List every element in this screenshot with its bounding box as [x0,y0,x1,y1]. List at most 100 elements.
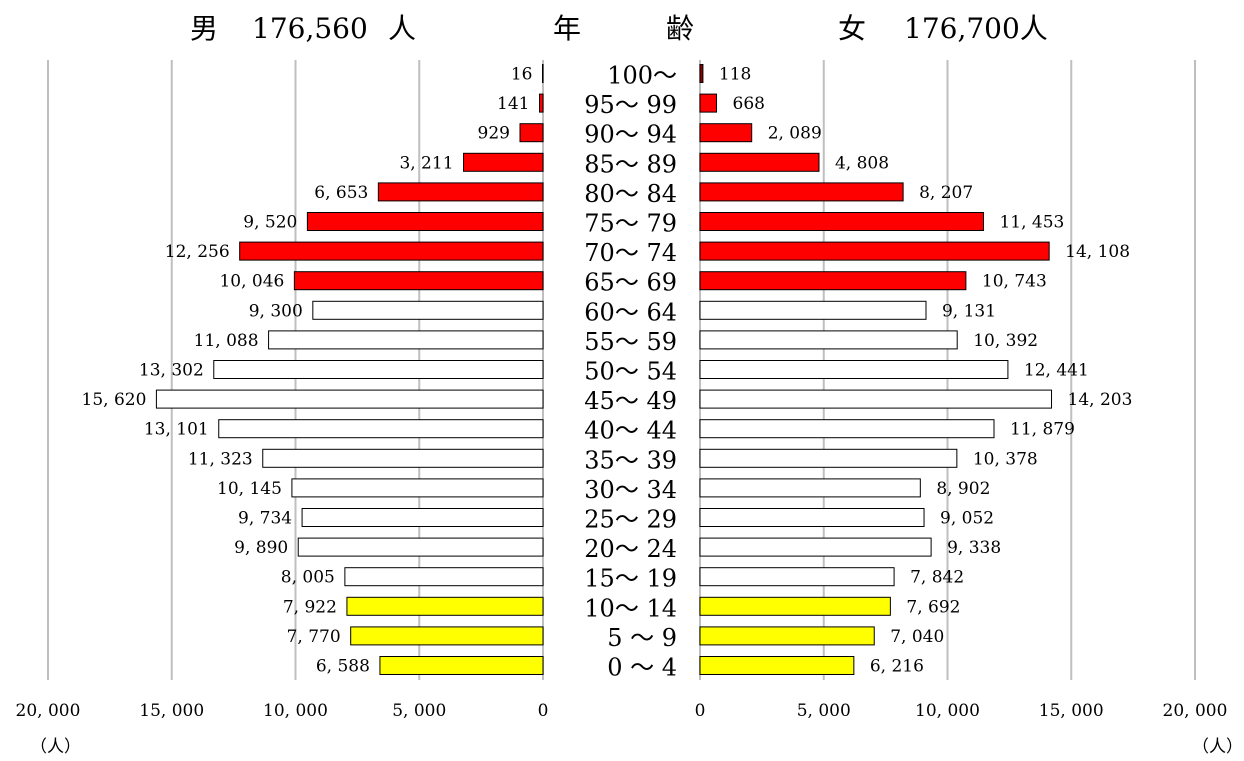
label-female-14: 8, 902 [936,479,990,499]
label-female-20: 6, 216 [870,657,924,677]
bar-male-6 [240,242,543,260]
label-female-1: 668 [733,94,765,114]
age-label-17: 15～ 19 [584,565,677,593]
tick-male-2: 10, 000 [263,701,328,721]
age-label-19: 5 ～ 9 [607,624,677,652]
title-center-label-2: 齢 [666,12,694,45]
bar-male-18 [347,597,543,615]
tick-male-3: 15, 000 [139,701,204,721]
tick-female-3: 15, 000 [1039,701,1104,721]
bar-male-11 [156,390,543,408]
bar-male-16 [298,538,543,556]
label-female-7: 10, 743 [982,272,1047,292]
bar-male-7 [294,272,543,290]
title-center-label-1: 年 [553,12,581,45]
bar-female-2 [700,124,752,142]
title-male-unit: 人 [388,12,416,45]
label-male-15: 9, 734 [238,509,292,529]
tick-male-4: 20, 000 [16,701,81,721]
bar-male-14 [292,479,543,497]
age-label-5: 75～ 79 [584,210,677,238]
label-male-4: 6, 653 [314,183,368,203]
label-male-3: 3, 211 [399,153,453,173]
age-label-9: 55～ 59 [584,328,677,356]
age-label-4: 80～ 84 [584,180,677,208]
bar-male-0 [543,65,544,83]
x-axis-ticks: 0 0 5, 000 5, 000 10, 000 10, 000 15, 000 15, 0… [16,701,1228,721]
label-female-9: 10, 392 [973,331,1038,351]
label-female-11: 14, 203 [1068,390,1133,410]
label-female-18: 7, 692 [906,597,960,617]
bar-female-1 [700,94,717,112]
label-male-5: 9, 520 [243,213,297,233]
age-label-1: 95～ 99 [584,91,677,119]
label-male-9: 11, 088 [194,331,259,351]
bar-female-9 [700,331,957,349]
age-label-12: 40～ 44 [584,417,677,445]
bar-male-13 [263,449,543,467]
tick-female-2: 10, 000 [915,701,980,721]
age-label-16: 20～ 24 [584,535,677,563]
age-label-0: 100～ [607,62,677,90]
label-male-0: 16 [511,65,533,85]
age-label-10: 50～ 54 [584,358,677,386]
bar-female-13 [700,449,957,467]
label-female-6: 14, 108 [1065,242,1130,262]
label-male-14: 10, 145 [217,479,282,499]
bar-female-0 [700,65,703,83]
age-label-7: 65～ 69 [584,269,677,297]
age-label-6: 70～ 74 [584,239,677,267]
title-male-total: 176,560 [252,12,368,45]
bar-male-9 [269,331,543,349]
label-female-5: 11, 453 [999,213,1064,233]
bar-female-11 [700,390,1052,408]
bar-female-14 [700,479,920,497]
bar-male-12 [219,420,543,438]
age-label-14: 30～ 34 [584,476,677,504]
bar-female-17 [700,568,894,586]
label-male-13: 11, 323 [188,449,253,469]
age-label-18: 10～ 14 [584,594,677,622]
tick-female-1: 5, 000 [797,701,851,721]
bar-male-4 [378,183,543,201]
bar-female-3 [700,153,819,171]
title-male-label: 男 [190,12,218,45]
bar-female-12 [700,420,994,438]
label-male-20: 6, 588 [316,657,370,677]
tick-female-0: 0 [695,701,706,721]
bar-male-1 [540,94,543,112]
label-female-19: 7, 040 [890,627,944,647]
label-male-10: 13, 302 [139,361,204,381]
male-series: 16 141 929 3, 211 6, 653 9, 520 12, 256 10, 046… [82,65,543,677]
bar-male-2 [520,124,543,142]
label-female-13: 10, 378 [973,449,1038,469]
bar-male-10 [214,361,543,379]
label-male-17: 8, 005 [281,568,335,588]
age-label-20: 0 ～ 4 [607,654,677,682]
bar-female-19 [700,627,874,645]
label-male-8: 9, 300 [249,301,303,321]
title-female-total: 176,700人 [904,12,1048,45]
chart-title: 男 176,560 人 年 齢 女 176,700人 [190,12,1048,45]
unit-label-left: （人） [30,737,81,757]
bar-male-8 [313,301,543,319]
label-female-15: 9, 052 [940,509,994,529]
label-female-0: 118 [719,65,751,85]
bar-male-19 [351,627,543,645]
bar-male-3 [464,153,543,171]
age-label-15: 25～ 29 [584,506,677,534]
unit-label-right: （人） [1192,737,1243,757]
label-male-19: 7, 770 [287,627,341,647]
bar-female-5 [700,213,983,231]
label-female-4: 8, 207 [919,183,973,203]
label-male-1: 141 [497,94,529,114]
bar-female-8 [700,301,926,319]
bar-female-18 [700,597,890,615]
bar-female-4 [700,183,903,201]
tick-male-0: 0 [538,701,549,721]
unit-labels: （人） （人） [30,737,1243,757]
label-female-12: 11, 879 [1010,420,1075,440]
bar-male-15 [302,509,543,527]
